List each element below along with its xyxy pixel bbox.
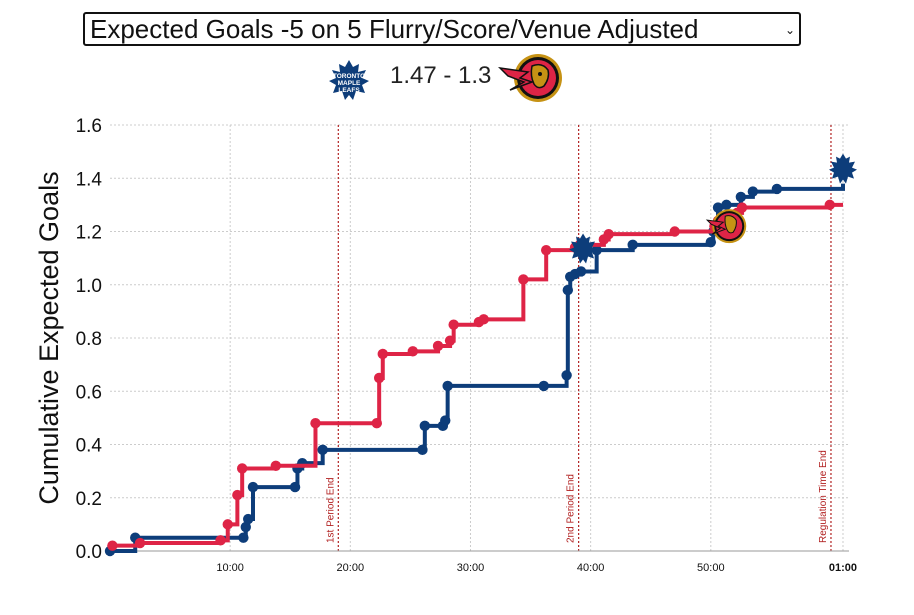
- senators-series-line: [112, 202, 843, 548]
- senators-shot-point: [107, 540, 118, 551]
- senators-shot-point: [270, 460, 282, 471]
- x-tick-label: 20:00: [337, 562, 365, 574]
- senators-shot-point: [736, 202, 748, 213]
- y-tick-label: 0.6: [76, 382, 102, 403]
- senators-shot-point: [540, 244, 552, 256]
- leafs-mid-logo-icon: [569, 233, 598, 264]
- leafs-shot-point: [721, 199, 732, 211]
- leafs-shot-point: [419, 420, 431, 432]
- y-tick-label: 1.4: [76, 169, 103, 190]
- series: [104, 153, 857, 557]
- leafs-logo-text-3: LEAFS: [338, 87, 360, 94]
- y-axis-label: Cumulative Expected Goals: [34, 171, 64, 504]
- x-tick-label: 01:00: [829, 562, 857, 574]
- senators-shot-point: [448, 319, 459, 330]
- senators-shot-point: [478, 314, 489, 325]
- senators-shot-point: [215, 535, 226, 546]
- senators-shot-point: [134, 537, 146, 549]
- period-end-label: 2nd Period End: [566, 474, 577, 543]
- leafs-shot-point: [575, 266, 587, 277]
- y-tick-label: 1.0: [76, 276, 102, 297]
- leafs-leaf-shape: [828, 153, 857, 184]
- y-tick-label: 0.4: [76, 436, 103, 457]
- game-score: 1.47 - 1.3: [390, 62, 492, 89]
- leafs-shot-point: [289, 481, 301, 493]
- senators-shot-point: [232, 489, 243, 501]
- leafs-shot-point: [561, 370, 572, 381]
- grid-lines: [110, 124, 849, 552]
- leafs-shot-point: [591, 244, 602, 256]
- y-tick-label: 0.2: [76, 489, 102, 510]
- leafs-shot-point: [238, 532, 249, 543]
- leafs-shot-point: [417, 444, 428, 456]
- y-tick-label: 0.8: [76, 329, 102, 350]
- tick-labels: 0.0 0.2 0.4 0.6 0.8 1.0 1.2 1.4 1.6 10:00 20:00 30:…: [76, 116, 857, 574]
- metric-select-value: Expected Goals -5 on 5 Flurry/Score/Venu…: [90, 13, 699, 44]
- y-tick-label: 0.0: [76, 542, 102, 563]
- senators-shot-point: [603, 228, 614, 240]
- leafs-shot-point: [317, 444, 328, 456]
- senators-shot-point: [669, 226, 680, 237]
- senators-shot-point: [518, 274, 529, 285]
- senators-shot-point: [377, 348, 388, 360]
- senators-shot-point: [407, 346, 419, 357]
- leafs-shot-point: [442, 380, 453, 392]
- period-end-label: Regulation Time End: [818, 450, 829, 543]
- x-tick-label: 10:00: [216, 562, 244, 574]
- period-markers: 1st Period End 2nd Period End Regulation T…: [325, 125, 832, 551]
- leafs-logo-text-2: MAPLE: [338, 80, 361, 87]
- ottawa-senators-logo-icon: [498, 54, 562, 102]
- leafs-shot-point: [705, 236, 717, 248]
- toronto-maple-leafs-logo-icon: TORONTO MAPLE LEAFS: [329, 60, 369, 100]
- senators-mid-logo-icon: [705, 209, 747, 244]
- leafs-shot-point: [562, 284, 574, 296]
- leafs-leaf-shape: [569, 233, 598, 264]
- x-tick-label: 40:00: [577, 562, 605, 574]
- senators-shot-point: [236, 463, 248, 474]
- leafs-shot-point: [747, 186, 759, 197]
- leafs-logo-text-1: TORONTO: [333, 73, 365, 80]
- period-end-label: 1st Period End: [325, 477, 336, 543]
- y-tick-label: 1.2: [76, 223, 102, 244]
- leafs-shot-point: [735, 191, 747, 203]
- senators-shot-point: [373, 372, 385, 384]
- senators-shot-point: [222, 519, 233, 530]
- senators-shot-point: [371, 418, 382, 429]
- leafs-shot-point: [627, 239, 638, 251]
- x-tick-label: 50:00: [697, 562, 725, 574]
- senators-face: [724, 215, 737, 234]
- leafs-shot-point: [440, 415, 451, 426]
- leafs-end-logo-icon: [828, 153, 857, 184]
- leafs-shot-point: [712, 202, 724, 213]
- metric-select[interactable]: Expected Goals -5 on 5 Flurry/Score/Venu…: [83, 12, 801, 46]
- leafs-shot-point: [247, 481, 259, 493]
- senators-shot-point: [310, 418, 321, 429]
- leafs-shot-point: [242, 513, 254, 525]
- score-row: TORONTO MAPLE LEAFS 1.47 - 1.3: [0, 52, 914, 104]
- senators-shot-point: [824, 199, 835, 211]
- x-tick-label: 30:00: [457, 562, 485, 574]
- leafs-shot-point: [538, 380, 549, 392]
- senators-plume: [705, 219, 727, 235]
- leafs-shot-point: [771, 183, 783, 195]
- y-tick-label: 1.6: [76, 116, 102, 137]
- leafs-shot-point: [240, 521, 251, 533]
- senators-shot-point: [444, 335, 456, 346]
- chevron-down-icon: ⌄: [784, 23, 795, 37]
- senators-shot-point: [432, 340, 444, 352]
